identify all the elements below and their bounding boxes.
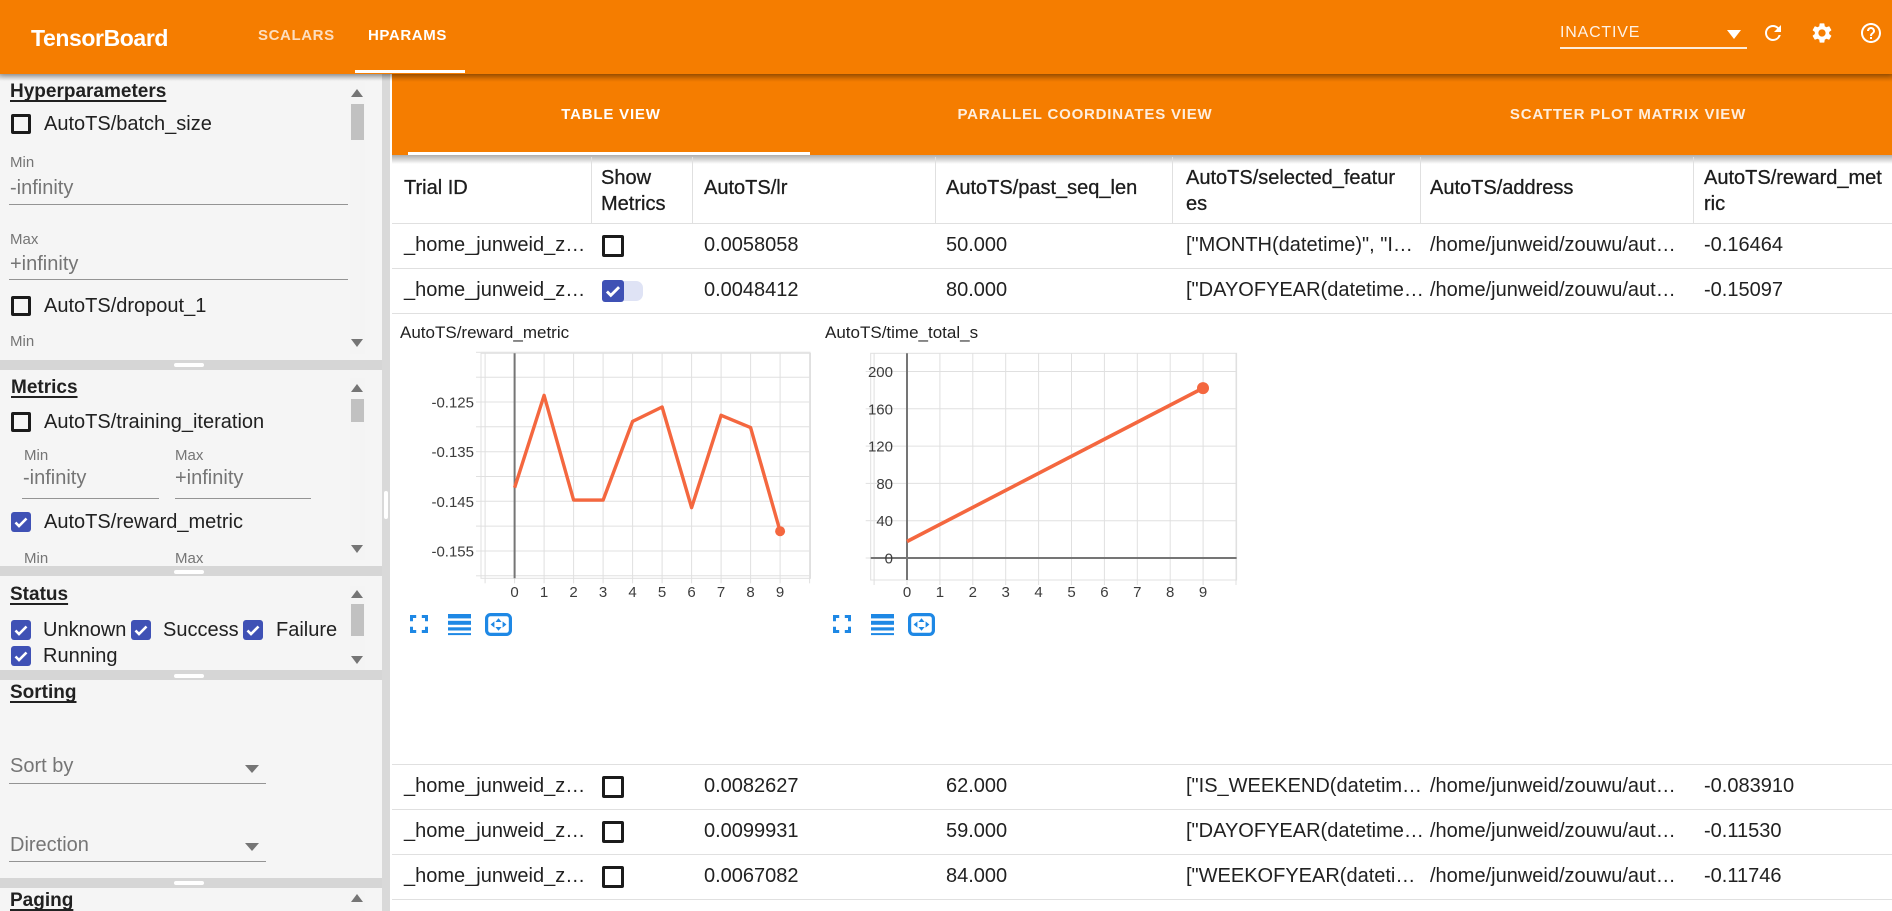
svg-text:2: 2 bbox=[569, 584, 577, 601]
svg-text:3: 3 bbox=[1002, 584, 1010, 601]
svg-text:6: 6 bbox=[1100, 584, 1108, 601]
svg-text:5: 5 bbox=[658, 584, 666, 601]
svg-text:-0.145: -0.145 bbox=[431, 494, 474, 511]
svg-text:-0.155: -0.155 bbox=[431, 544, 474, 561]
svg-text:9: 9 bbox=[776, 584, 784, 601]
svg-text:1: 1 bbox=[540, 584, 548, 601]
svg-text:-0.125: -0.125 bbox=[431, 395, 474, 412]
svg-text:0: 0 bbox=[510, 584, 518, 601]
svg-text:0: 0 bbox=[885, 551, 893, 568]
svg-text:7: 7 bbox=[1133, 584, 1141, 601]
svg-text:AutoTS/reward_metric: AutoTS/reward_metric bbox=[400, 323, 570, 342]
svg-text:160: 160 bbox=[868, 401, 893, 418]
svg-text:2: 2 bbox=[969, 584, 977, 601]
svg-text:1: 1 bbox=[936, 584, 944, 601]
svg-text:8: 8 bbox=[1166, 584, 1174, 601]
svg-text:3: 3 bbox=[599, 584, 607, 601]
svg-text:7: 7 bbox=[717, 584, 725, 601]
svg-text:4: 4 bbox=[628, 584, 636, 601]
svg-text:0: 0 bbox=[903, 584, 911, 601]
svg-text:8: 8 bbox=[746, 584, 754, 601]
svg-text:6: 6 bbox=[687, 584, 695, 601]
svg-text:AutoTS/time_total_s: AutoTS/time_total_s bbox=[825, 323, 978, 342]
svg-text:5: 5 bbox=[1067, 584, 1075, 601]
svg-text:80: 80 bbox=[876, 476, 893, 493]
svg-text:9: 9 bbox=[1199, 584, 1207, 601]
svg-text:200: 200 bbox=[868, 364, 893, 381]
svg-text:4: 4 bbox=[1034, 584, 1042, 601]
svg-text:120: 120 bbox=[868, 439, 893, 456]
svg-text:40: 40 bbox=[876, 513, 893, 530]
svg-text:-0.135: -0.135 bbox=[431, 444, 474, 461]
